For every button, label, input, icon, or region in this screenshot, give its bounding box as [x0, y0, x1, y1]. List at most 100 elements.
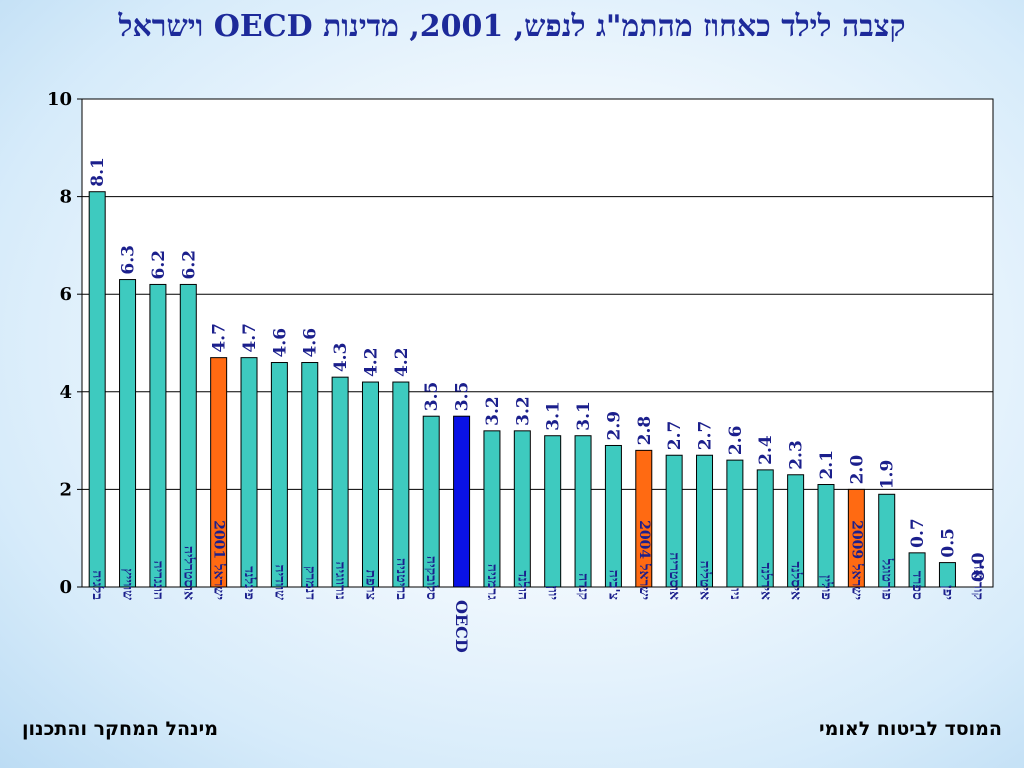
bar	[817, 484, 835, 588]
category-label: פינלנד	[241, 566, 257, 600]
data-label: 4.6	[270, 328, 290, 358]
plot-frame	[81, 98, 994, 588]
bar	[331, 376, 349, 588]
data-label: 6.2	[179, 250, 199, 280]
bar	[210, 357, 228, 588]
data-label: 2.7	[696, 421, 716, 451]
data-label: 4.7	[240, 323, 260, 353]
data-label: 2.0	[847, 455, 867, 485]
category-label: ניו	[727, 588, 743, 600]
category-label: הונגריה	[150, 561, 166, 600]
data-label: 3.5	[453, 382, 473, 412]
bar-chart: 0 2 4 6 8 10 8.1 בלגיה 6.3 שווייץ 6.2 הונגריה 6.2 אוס…	[47, 89, 994, 653]
bar	[270, 362, 288, 588]
bar	[544, 435, 562, 588]
bar	[149, 283, 167, 588]
data-label: 3.1	[544, 401, 564, 431]
data-label: 6.2	[149, 250, 169, 280]
category-label: ספרד	[909, 571, 925, 600]
bar	[240, 357, 258, 588]
bar	[604, 444, 622, 588]
data-label: 4.2	[392, 347, 412, 377]
bar	[392, 381, 410, 588]
bar	[938, 562, 956, 588]
data-label: 2.6	[726, 426, 746, 456]
category-label: שוודיה	[271, 564, 287, 600]
footer-institute-name: המוסד לביטוח לאומי	[819, 718, 1002, 740]
data-label: 2.9	[604, 411, 624, 441]
category-label: הולנד	[514, 571, 530, 600]
category-label: פולין	[818, 575, 834, 600]
bar	[483, 430, 501, 588]
chart-title: קצבה לילד כאחוז מהתמ"ג לנפש, 2001, מדינו…	[118, 9, 906, 44]
bar	[361, 381, 379, 588]
category-label: דנמרק	[302, 566, 318, 600]
category-label: ישראל 2004	[636, 520, 652, 600]
y-tick-label: 6	[59, 284, 72, 305]
y-tick-label: 2	[59, 479, 72, 500]
data-label: 2.4	[756, 435, 776, 465]
plot-area	[82, 99, 993, 587]
footer-research-division: מינהל המחקר והתכנון	[22, 718, 218, 740]
data-label: 1.9	[878, 460, 898, 490]
data-label: 0.5	[938, 528, 958, 558]
category-label: נורווגיה	[332, 561, 348, 600]
category-label: OECD	[452, 600, 471, 653]
data-label: 3.2	[513, 396, 533, 426]
category-label: סלובקיה	[423, 556, 439, 600]
data-label: 4.7	[210, 323, 230, 353]
bar	[513, 430, 531, 588]
data-label: 4.6	[301, 328, 321, 358]
category-label: גרמניה	[484, 564, 500, 600]
bar	[301, 362, 319, 588]
bar	[908, 552, 926, 588]
category-label: יפן	[939, 585, 955, 600]
category-label: קנדה	[575, 573, 591, 600]
category-label: אירלנד	[757, 563, 773, 600]
bar	[635, 449, 653, 588]
category-label: פורטוגל	[879, 558, 895, 600]
bar	[574, 435, 592, 588]
data-label: 4.2	[361, 347, 381, 377]
bar	[847, 488, 865, 588]
data-label: 6.3	[119, 245, 139, 275]
category-label: בלגיה	[89, 570, 105, 600]
bar	[119, 279, 137, 588]
bar	[179, 283, 197, 588]
bar	[878, 493, 896, 588]
category-label: צרפת	[362, 570, 378, 600]
bar	[787, 474, 805, 588]
data-label: 3.1	[574, 401, 594, 431]
category-label: אוסטרליה	[180, 546, 196, 600]
category-label: קוריאה	[970, 561, 986, 600]
category-label: בריטניה	[393, 558, 409, 600]
category-label: איסלנד	[788, 562, 804, 600]
data-label: 0.0	[969, 552, 989, 582]
data-label: 3.5	[422, 382, 442, 412]
data-label: 2.3	[787, 440, 807, 470]
category-label: אוסטריה	[666, 552, 682, 600]
data-label: 2.1	[817, 450, 837, 480]
category-label: שווייץ	[120, 568, 136, 600]
bar	[756, 469, 774, 588]
bar	[665, 454, 683, 588]
bar	[453, 415, 471, 588]
bar	[88, 191, 106, 588]
y-tick-label: 0	[59, 577, 72, 598]
data-label: 2.8	[635, 416, 655, 446]
data-label: 8.1	[88, 157, 108, 187]
category-label: ישראל 2001	[211, 520, 227, 600]
bar	[422, 415, 440, 588]
data-label: 3.2	[483, 396, 503, 426]
data-label: 2.7	[665, 421, 685, 451]
data-label: 4.3	[331, 343, 351, 373]
category-label: ישראל 2009	[848, 520, 864, 600]
category-label: צ'כיה	[605, 570, 621, 600]
category-label: איטליה	[697, 561, 713, 600]
y-tick-label: 4	[59, 382, 72, 403]
y-tick-label: 8	[59, 187, 72, 208]
y-tick-label: 10	[47, 89, 72, 110]
category-label: יוון	[545, 586, 561, 600]
data-label: 0.7	[908, 518, 928, 548]
bar	[726, 459, 744, 588]
